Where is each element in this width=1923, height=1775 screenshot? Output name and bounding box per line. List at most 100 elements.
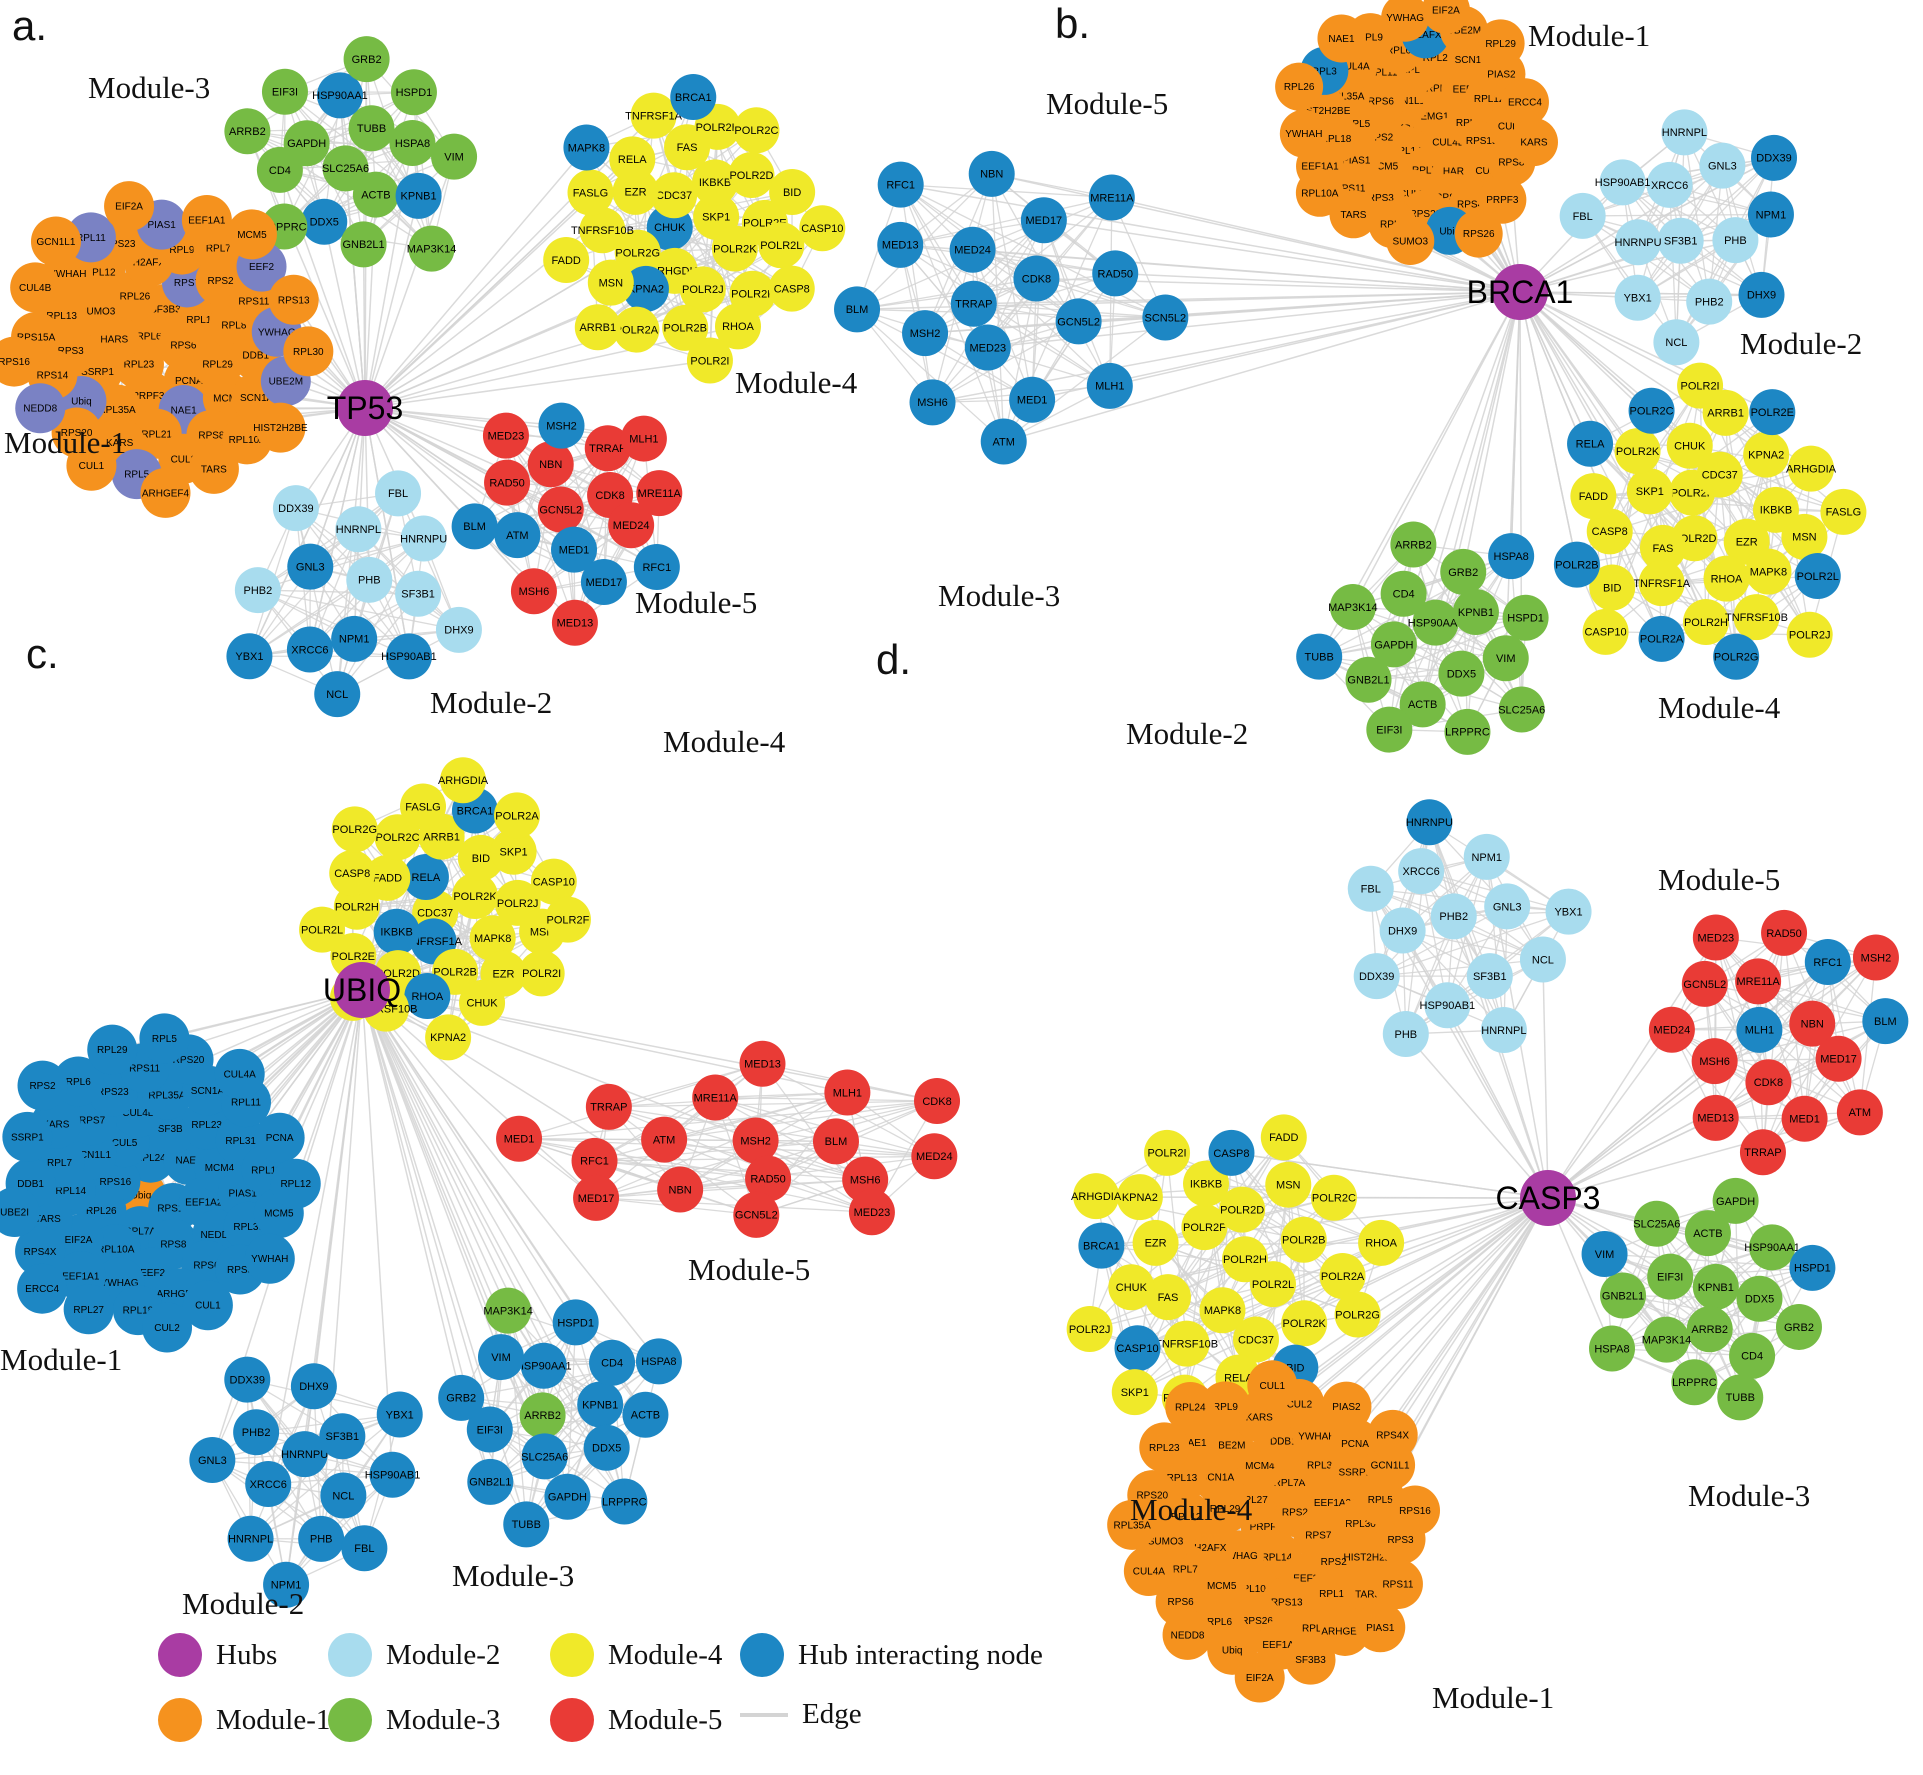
protein-node[interactable] [494,512,541,559]
protein-node[interactable] [824,1069,871,1116]
protein-node[interactable] [1614,274,1661,321]
protein-node[interactable] [1747,191,1794,238]
protein-node[interactable] [1111,1369,1158,1416]
protein-node[interactable] [402,853,449,900]
protein-node[interactable] [374,814,421,861]
protein-node[interactable] [739,1040,786,1087]
protein-node[interactable] [390,69,437,116]
protein-node[interactable] [287,543,334,590]
protein-node[interactable] [964,324,1011,371]
protein-node[interactable] [1296,633,1343,680]
protein-node[interactable] [587,259,634,306]
protein-node[interactable] [1733,594,1780,641]
protein-node[interactable] [579,207,626,254]
protein-node[interactable] [584,425,631,472]
protein-node[interactable] [343,36,390,83]
protein-node[interactable] [1162,1609,1213,1660]
protein-node[interactable] [1745,548,1792,595]
protein-node[interactable] [331,806,378,853]
protein-node[interactable] [1390,521,1437,568]
protein-node[interactable] [520,1342,567,1389]
protein-node[interactable] [848,1189,895,1236]
protein-node[interactable] [1199,1287,1246,1334]
protein-node[interactable] [1399,681,1446,728]
protein-node[interactable] [1353,953,1400,1000]
protein-node[interactable] [322,145,369,192]
protein-node[interactable] [1739,1129,1786,1176]
protein-node[interactable] [583,1424,630,1471]
protein-node[interactable] [494,792,541,839]
protein-node[interactable] [1738,271,1785,318]
protein-node[interactable] [510,568,557,615]
protein-node[interactable] [608,502,655,549]
protein-node[interactable] [1281,1300,1328,1347]
protein-node[interactable] [1367,1409,1418,1460]
protein-node[interactable] [1751,134,1798,181]
protein-node[interactable] [139,1013,190,1064]
protein-node[interactable] [1589,1325,1636,1372]
protein-node[interactable] [518,950,565,997]
protein-node[interactable] [544,1473,591,1520]
protein-node[interactable] [389,120,436,167]
protein-node[interactable] [1653,319,1700,366]
protein-node[interactable] [404,973,451,1020]
protein-node[interactable] [1775,1303,1822,1350]
protein-node[interactable] [1200,1381,1251,1432]
protein-node[interactable] [1438,650,1485,697]
protein-node[interactable] [1713,633,1760,680]
protein-node[interactable] [331,615,378,662]
protein-node[interactable] [1421,0,1470,34]
protein-node[interactable] [87,1024,138,1075]
protein-node[interactable] [530,858,577,905]
protein-node[interactable] [485,1287,532,1334]
protein-node[interactable] [244,1233,295,1284]
protein-node[interactable] [104,181,155,232]
protein-node[interactable] [949,226,996,273]
protein-node[interactable] [503,1501,550,1548]
protein-node[interactable] [732,1117,779,1164]
protein-node[interactable] [1638,615,1685,662]
protein-node[interactable] [333,883,380,930]
protein-node[interactable] [1066,1306,1113,1353]
protein-node[interactable] [142,1302,193,1353]
protein-node[interactable] [1440,548,1487,595]
protein-node[interactable] [1671,1359,1718,1406]
protein-node[interactable] [1729,1332,1776,1379]
protein-node[interactable] [1788,445,1835,492]
protein-node[interactable] [1317,14,1366,63]
protein-node[interactable] [1862,998,1909,1045]
protein-node[interactable] [319,1413,366,1460]
protein-node[interactable] [1781,1095,1828,1142]
protein-node[interactable] [1366,706,1413,753]
protein-node[interactable] [1686,278,1733,325]
protein-node[interactable] [1013,255,1060,302]
protein-node[interactable] [1586,508,1633,555]
protein-node[interactable] [1681,960,1728,1007]
protein-node[interactable] [17,1263,68,1314]
protein-node[interactable] [270,1158,321,1209]
protein-node[interactable] [286,626,333,673]
protein-node[interactable] [1480,1007,1527,1054]
protein-node[interactable] [1424,982,1471,1029]
protein-node[interactable] [440,757,487,804]
protein-node[interactable] [1181,1204,1228,1251]
protein-node[interactable] [1280,1216,1327,1263]
hub-node[interactable] [334,962,390,1018]
protein-node[interactable] [758,222,805,269]
protein-node[interactable] [431,133,478,180]
protein-node[interactable] [1107,1499,1158,1550]
protein-node[interactable] [834,286,881,333]
protein-node[interactable] [224,108,271,155]
protein-node[interactable] [577,1381,624,1428]
protein-node[interactable] [408,225,455,272]
protein-node[interactable] [1329,584,1376,631]
protein-node[interactable] [1334,1291,1381,1338]
protein-node[interactable] [1638,560,1685,607]
protein-node[interactable] [1055,298,1102,345]
protein-node[interactable] [1444,708,1491,755]
protein-node[interactable] [400,515,447,562]
protein-node[interactable] [385,633,432,680]
protein-node[interactable] [1123,1546,1174,1597]
protein-node[interactable] [298,1515,345,1562]
protein-node[interactable] [980,418,1027,465]
